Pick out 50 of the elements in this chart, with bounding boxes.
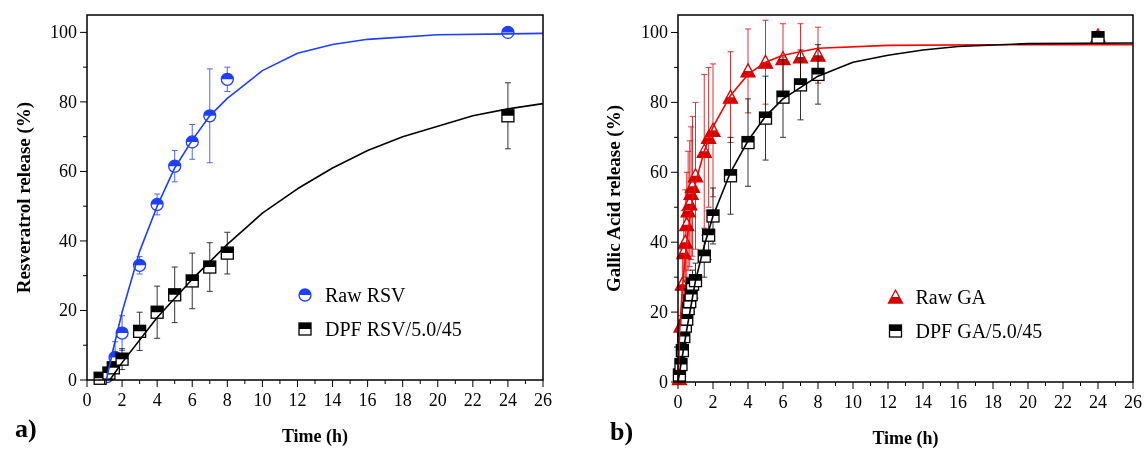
x-tick-label: 12	[879, 392, 897, 412]
text: a)	[15, 414, 37, 443]
y-tick-label: 100	[50, 22, 77, 43]
x-tick-label: 26	[1124, 392, 1142, 412]
x-tick-label: 22	[1054, 392, 1072, 412]
legend-label: Raw RSV	[325, 284, 407, 306]
x-tick-label: 24	[498, 390, 517, 410]
x-tick-label: 10	[253, 390, 272, 410]
x-tick-label: 20	[428, 390, 447, 410]
x-tick-label: 14	[323, 390, 342, 410]
x-tick-label: 6	[187, 390, 197, 410]
x-tick-label: 2	[117, 390, 127, 410]
legend-label: Raw GA	[915, 286, 987, 308]
x-tick-label: 18	[984, 392, 1002, 412]
x-tick-label: 16	[949, 392, 967, 412]
y-tick-label: 40	[59, 230, 77, 251]
x-axis-title: Time (h)	[872, 428, 939, 449]
x-tick-label: 8	[222, 390, 232, 410]
x-tick-label: 2	[708, 392, 718, 412]
x-tick-label: 4	[152, 390, 162, 410]
x-tick-label: 0	[673, 392, 683, 412]
y-tick-label: 0	[68, 370, 77, 390]
x-tick-label: 10	[844, 392, 862, 412]
legend-label: DPF GA/5.0/45	[915, 320, 1043, 342]
y-tick-label: 40	[650, 232, 668, 253]
y-tick-label: 100	[641, 22, 668, 43]
y-tick-label: 80	[59, 91, 77, 112]
x-tick-label: 24	[1089, 392, 1107, 412]
x-tick-label: 20	[1019, 392, 1037, 412]
x-tick-label: 22	[463, 390, 482, 410]
x-tick-label: 0	[82, 390, 92, 410]
x-tick-label: 6	[778, 392, 788, 412]
x-tick-label: 8	[813, 392, 823, 412]
y-axis-title: Gallic Acid release (%)	[603, 105, 625, 292]
x-tick-label: 26	[534, 390, 552, 410]
x-tick-label: 18	[393, 390, 412, 410]
x-tick-label: 14	[914, 392, 932, 412]
y-tick-label: 0	[659, 372, 668, 392]
legend-label: DPF RSV/5.0/45	[325, 318, 462, 340]
y-tick-label: 20	[650, 302, 668, 323]
x-tick-label: 4	[743, 392, 753, 412]
x-tick-label: 12	[288, 390, 307, 410]
y-tick-label: 60	[59, 161, 77, 182]
text: b)	[610, 417, 634, 446]
y-tick-label: 80	[650, 92, 668, 113]
x-axis-title: Time (h)	[281, 426, 349, 447]
y-axis-title: Resveratrol release (%)	[13, 101, 35, 294]
y-tick-label: 60	[650, 162, 668, 183]
x-tick-label: 16	[358, 390, 377, 410]
y-tick-label: 20	[59, 300, 77, 321]
